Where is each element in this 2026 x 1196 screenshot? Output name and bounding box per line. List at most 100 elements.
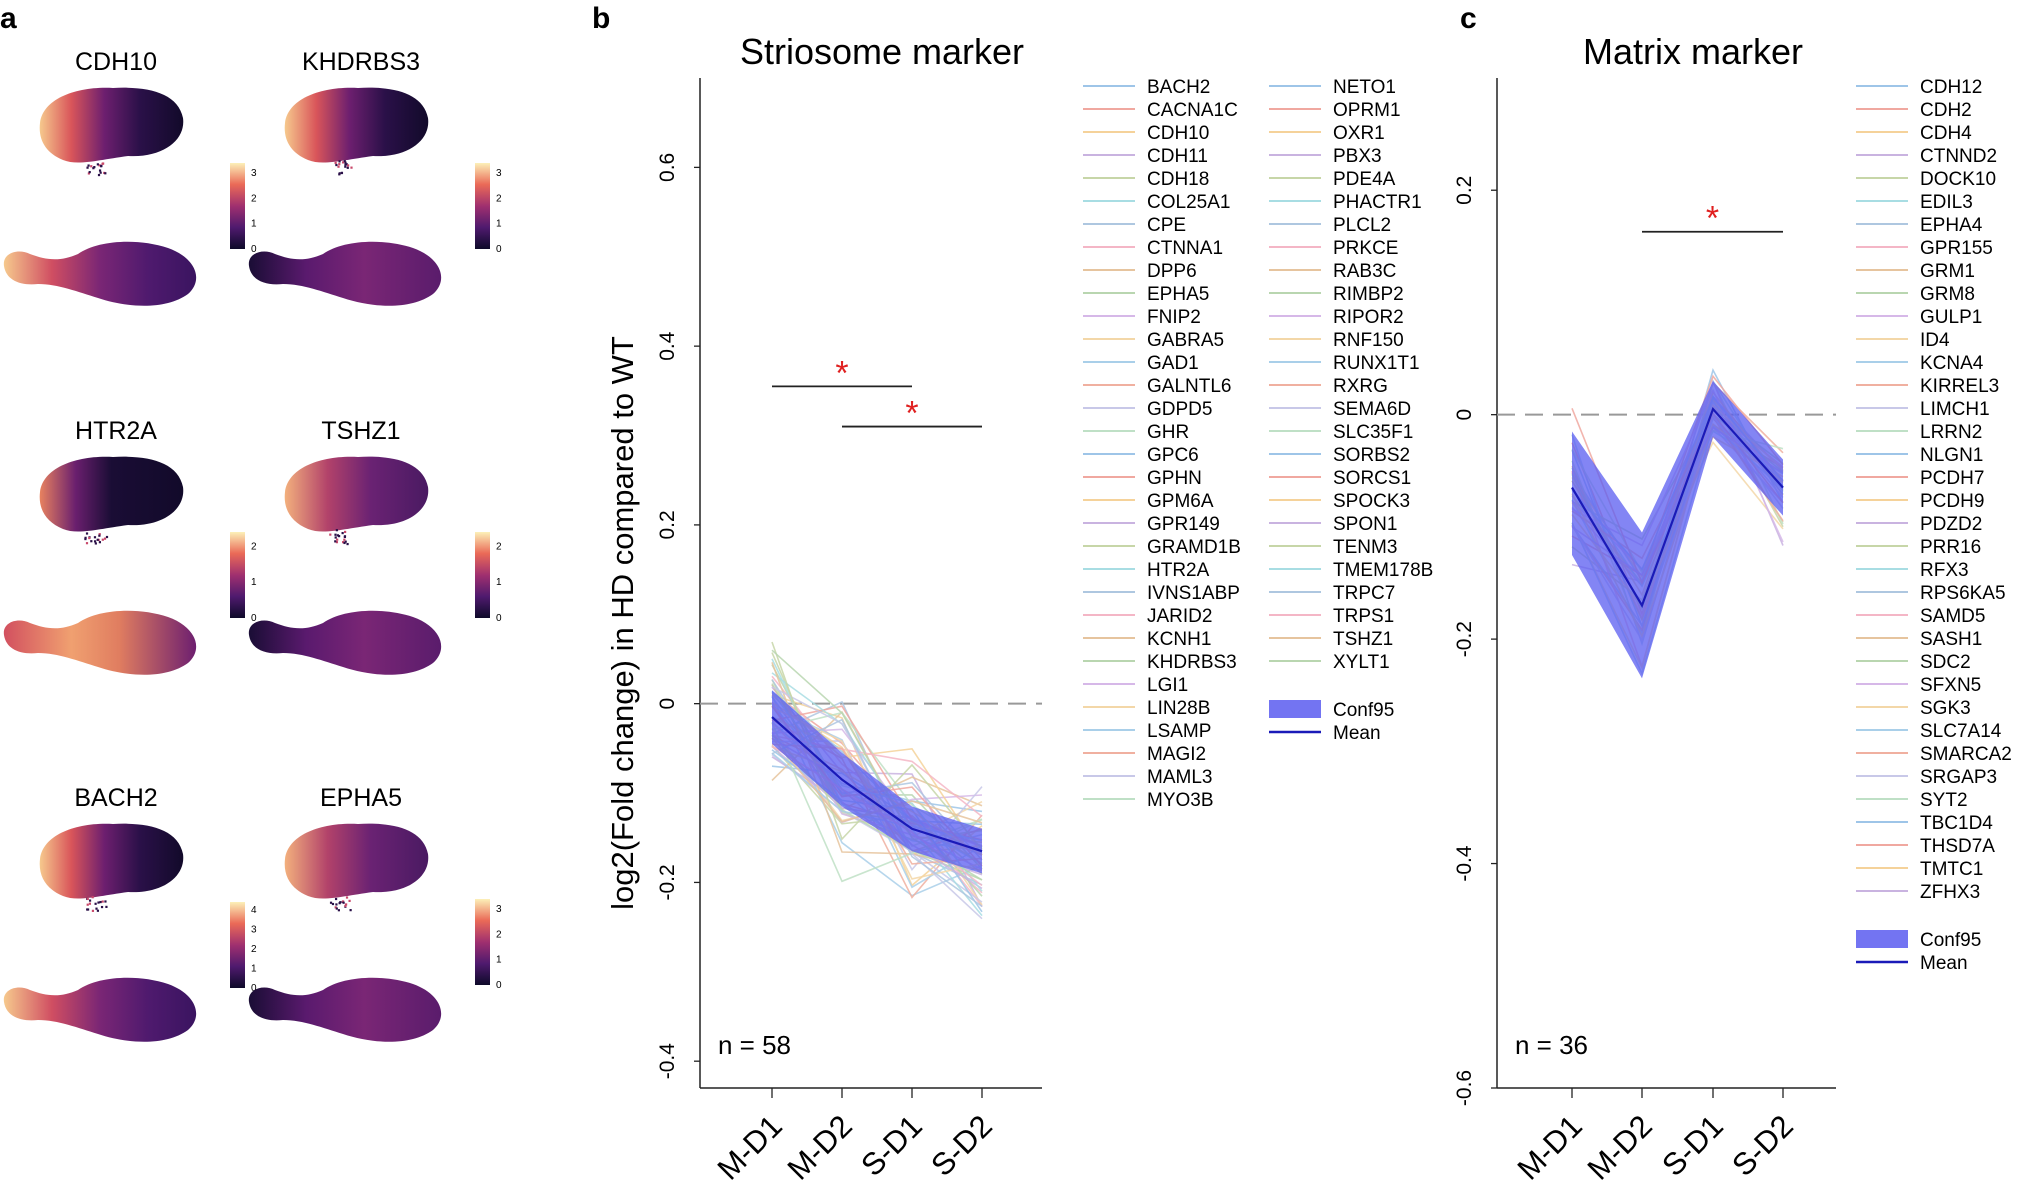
- legend-label: TENM3: [1333, 537, 1397, 558]
- umap-cell: [97, 173, 101, 177]
- legend-label: SEMA6D: [1333, 399, 1411, 420]
- umap-cell: [86, 908, 89, 911]
- umap-cell: [105, 535, 109, 539]
- legend-label: SYT2: [1920, 790, 1968, 811]
- umap-cell: [98, 164, 101, 167]
- umap-cell: [350, 166, 353, 169]
- significance-star: *: [905, 395, 918, 433]
- x-tick-label: S-D2: [1725, 1108, 1800, 1183]
- colorbar: [230, 532, 245, 618]
- legend-label: NETO1: [1333, 77, 1396, 98]
- legend-label: EPHA4: [1920, 215, 1983, 236]
- umap-cell: [99, 171, 102, 174]
- umap-bottom-cluster: [248, 610, 442, 675]
- umap-cell: [334, 536, 337, 539]
- legend-label: RXRG: [1333, 376, 1388, 397]
- y-tick-label: 0.4: [656, 331, 679, 361]
- legend-mean-label: Mean: [1920, 953, 1968, 974]
- umap-cell: [334, 897, 338, 901]
- legend-label: SLC7A14: [1920, 721, 2002, 742]
- umap-cell: [85, 532, 89, 535]
- legend-label: GDPD5: [1147, 399, 1212, 420]
- colorbar: [230, 902, 245, 988]
- umap-cell: [101, 900, 104, 903]
- colorbar-tick-label: 2: [496, 929, 502, 940]
- legend-label: GPR155: [1920, 238, 1993, 259]
- x-tick-label: S-D1: [1655, 1108, 1730, 1183]
- umap-top-cluster: [39, 456, 184, 532]
- umap-gene-title: HTR2A: [75, 417, 157, 445]
- umap-cell: [335, 529, 338, 532]
- legend-label: CPE: [1147, 215, 1186, 236]
- legend-label: COL25A1: [1147, 192, 1230, 213]
- umap-cell: [96, 909, 100, 912]
- umap-gene-title: TSHZ1: [321, 417, 400, 445]
- umap-cell: [334, 540, 337, 543]
- umap-cell: [342, 901, 345, 904]
- umap-cell: [331, 902, 335, 906]
- mean-line: [1571, 406, 1784, 609]
- panel-a-letter: a: [0, 2, 17, 35]
- umap-cell: [329, 901, 333, 904]
- confidence-band: [1572, 381, 1783, 679]
- umap-cell: [96, 538, 99, 541]
- confidence-band: [772, 690, 982, 874]
- significance-star: *: [835, 354, 848, 392]
- chart-title: Matrix marker: [1583, 31, 1803, 72]
- umap-cell: [335, 163, 338, 167]
- legend-label: KCNA4: [1920, 353, 1984, 374]
- y-tick-label: 0.6: [656, 153, 679, 182]
- legend-label: SLC35F1: [1333, 422, 1413, 443]
- legend-label: SAMD5: [1920, 606, 1985, 627]
- legend-label: NLGN1: [1920, 445, 1983, 466]
- panel-letter: b: [592, 2, 610, 35]
- umap-plot-bach2: BACH2 0 1 2 3 4: [3, 784, 257, 1042]
- legend-conf-swatch: [1856, 930, 1908, 948]
- legend-label: LRRN2: [1920, 422, 1982, 443]
- umap-plot-tshz1: TSHZ1 0 1 2: [248, 417, 502, 675]
- colorbar-tick-label: 1: [496, 577, 502, 588]
- umap-cell: [329, 533, 332, 536]
- colorbar-tick-label: 0: [496, 244, 502, 255]
- umap-cell: [349, 909, 352, 912]
- legend-label: GALNTL6: [1147, 376, 1231, 397]
- legend-label: PDZD2: [1920, 514, 1982, 535]
- umap-cell: [348, 899, 351, 902]
- legend-label: GAD1: [1147, 353, 1199, 374]
- colorbar-tick-label: 0: [251, 983, 257, 994]
- legend-label: CTNNA1: [1147, 238, 1223, 259]
- umap-cell: [335, 541, 339, 544]
- legend-label: GPHN: [1147, 468, 1202, 489]
- umap-cell: [342, 541, 345, 544]
- umap-cell: [338, 902, 341, 905]
- umap-cell: [98, 533, 101, 536]
- legend-label: PCDH7: [1920, 468, 1984, 489]
- colorbar-tick-label: 3: [496, 904, 502, 915]
- legend-label: LIMCH1: [1920, 399, 1990, 420]
- umap-cell: [345, 896, 349, 899]
- umap-cell: [90, 165, 93, 168]
- umap-cell: [94, 902, 97, 905]
- legend-label: KHDRBS3: [1147, 652, 1237, 673]
- legend-label: LSAMP: [1147, 721, 1211, 742]
- n-count-label: n = 58: [718, 1030, 791, 1060]
- umap-cell: [91, 896, 94, 899]
- y-tick-label: -0.4: [1453, 845, 1476, 882]
- legend-label: SDC2: [1920, 652, 1971, 673]
- legend-mean-label: Mean: [1333, 723, 1381, 744]
- legend-label: KIRREL3: [1920, 376, 1999, 397]
- umap-cell: [97, 901, 100, 904]
- x-tick-label: S-D2: [924, 1108, 999, 1183]
- legend-label: CDH2: [1920, 100, 1972, 121]
- legend-label: DPP6: [1147, 261, 1197, 282]
- colorbar: [475, 532, 490, 618]
- legend-label: RIPOR2: [1333, 307, 1404, 328]
- umap-cell: [96, 163, 99, 166]
- legend-label: GABRA5: [1147, 330, 1224, 351]
- legend-label: GRAMD1B: [1147, 537, 1241, 558]
- legend-label: TRPC7: [1333, 583, 1395, 604]
- colorbar-tick-label: 2: [251, 944, 257, 955]
